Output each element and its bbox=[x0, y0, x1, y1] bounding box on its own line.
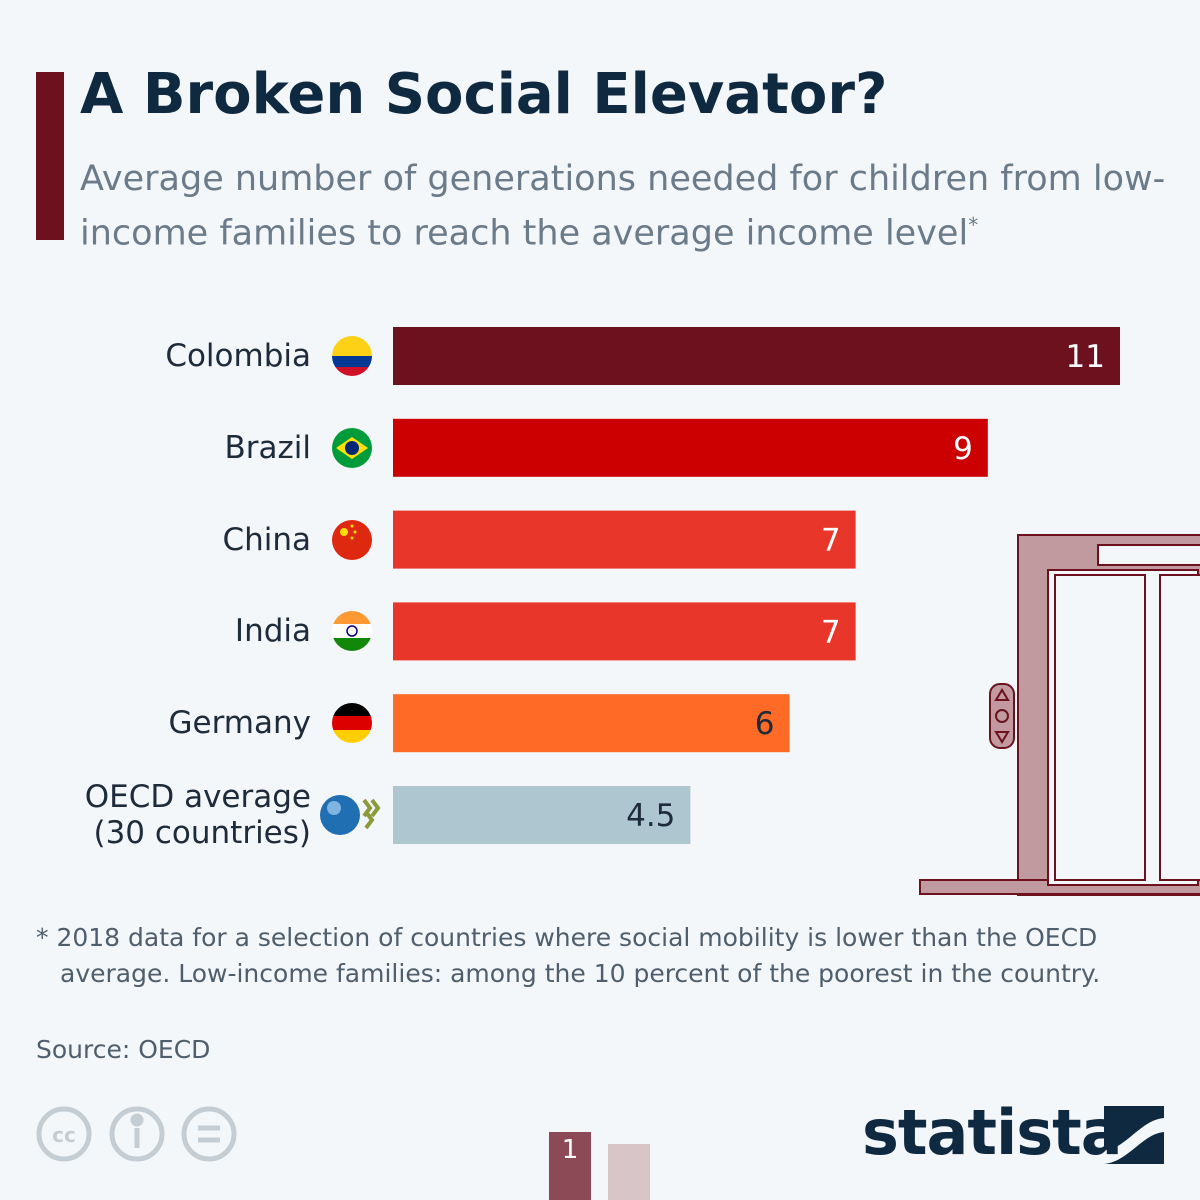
footnote: * 2018 data for a selection of countries… bbox=[36, 923, 1101, 988]
brand-logo-icon bbox=[1104, 1106, 1164, 1164]
value-label: 4.5 bbox=[626, 798, 675, 834]
bar bbox=[393, 786, 691, 844]
subtitle-text: Average number of generations needed for… bbox=[80, 159, 1166, 254]
category-label: OECD average (30 countries) bbox=[84, 779, 311, 851]
value-label: 9 bbox=[953, 431, 973, 467]
page-indicator bbox=[608, 1144, 650, 1200]
oecd-logo bbox=[320, 795, 381, 835]
flag-china bbox=[332, 520, 372, 560]
accent-bar bbox=[36, 72, 64, 240]
flag-india bbox=[332, 611, 372, 651]
bar bbox=[393, 510, 856, 569]
chart-title: A Broken Social Elevator? bbox=[80, 62, 888, 127]
flag-colombia bbox=[332, 336, 372, 376]
category-label: India bbox=[234, 613, 311, 650]
flag-brazil bbox=[332, 428, 372, 468]
brand: statista bbox=[862, 1096, 1123, 1169]
license-icons bbox=[36, 1106, 237, 1162]
category-label: Colombia bbox=[165, 338, 311, 374]
value-label: 6 bbox=[755, 706, 775, 742]
chart-subtitle: Average number of generations needed for… bbox=[80, 156, 1170, 257]
category-label: Germany bbox=[168, 705, 311, 742]
bar bbox=[393, 327, 1120, 385]
page-indicator-active bbox=[549, 1132, 591, 1200]
bar bbox=[393, 694, 790, 753]
bar bbox=[393, 418, 988, 477]
bar bbox=[393, 602, 856, 661]
flag-germany bbox=[332, 703, 372, 743]
category-label: Brazil bbox=[224, 429, 311, 466]
value-label: 11 bbox=[1066, 339, 1105, 375]
elevator-illustration bbox=[919, 534, 1200, 896]
subtitle-mark: * bbox=[968, 213, 979, 237]
cc-icon: cc bbox=[52, 1123, 76, 1147]
value-label: 7 bbox=[821, 523, 841, 559]
source: Source: OECD bbox=[36, 1035, 211, 1064]
value-label: 7 bbox=[821, 614, 841, 650]
page-number: 1 bbox=[561, 1135, 579, 1165]
category-label: China bbox=[222, 521, 311, 558]
